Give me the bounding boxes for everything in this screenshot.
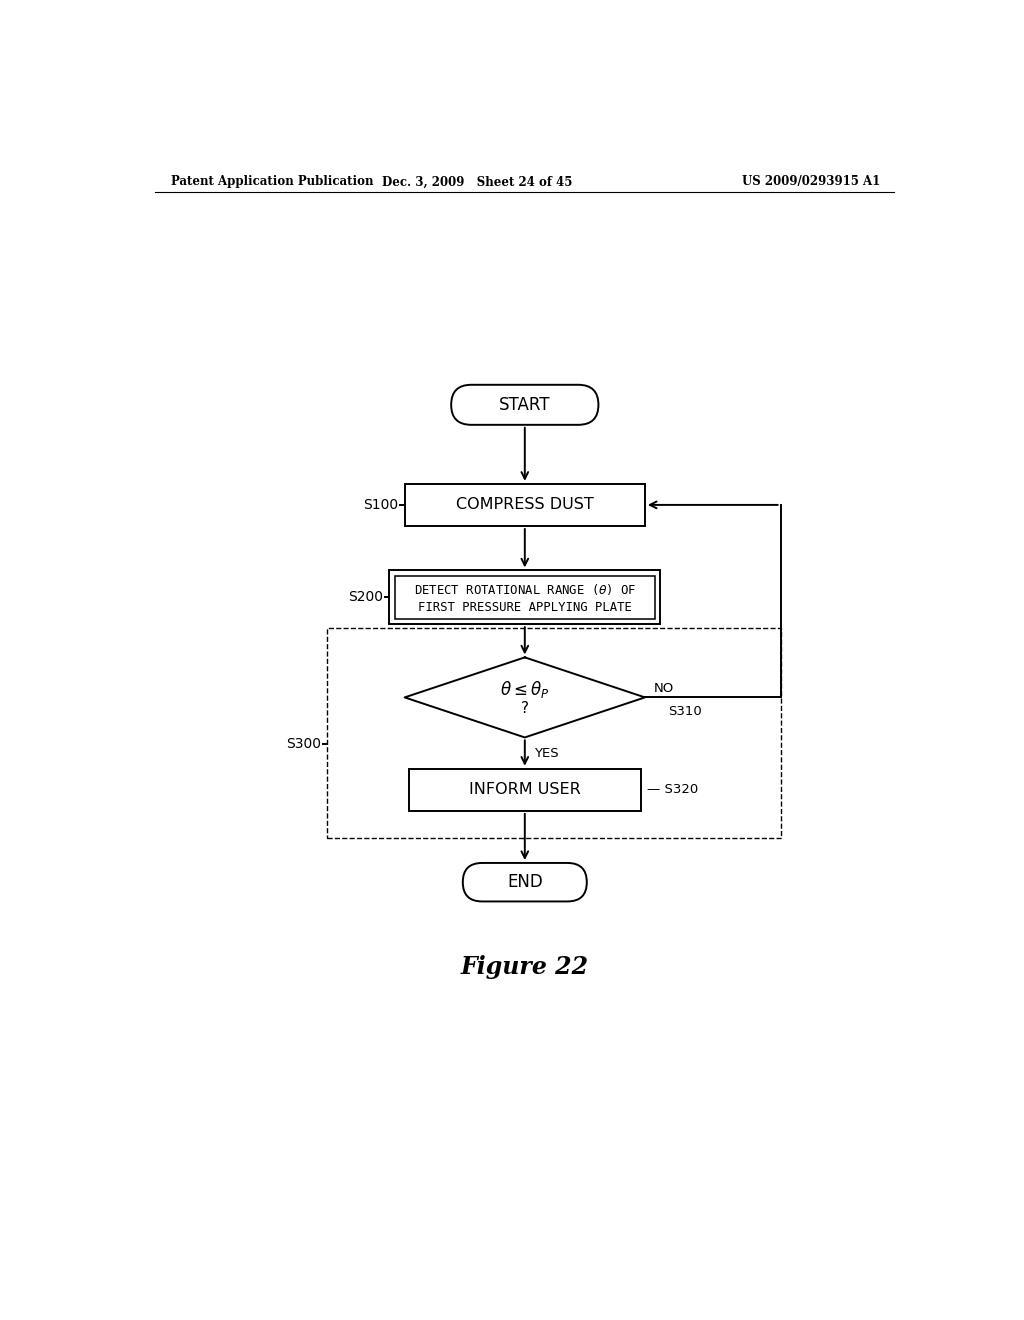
- Ellipse shape: [452, 385, 492, 425]
- Polygon shape: [404, 657, 645, 738]
- Text: YES: YES: [535, 747, 559, 759]
- Ellipse shape: [548, 863, 587, 902]
- Text: S100: S100: [364, 498, 398, 512]
- Bar: [404, 483, 645, 527]
- Text: DETECT ROTATIONAL RANGE ($\theta$) OF: DETECT ROTATIONAL RANGE ($\theta$) OF: [414, 582, 636, 597]
- Bar: [394, 576, 655, 619]
- Text: ?: ?: [521, 701, 528, 717]
- Text: FIRST PRESSURE APPLYING PLATE: FIRST PRESSURE APPLYING PLATE: [418, 601, 632, 614]
- FancyBboxPatch shape: [463, 863, 587, 902]
- Bar: [328, 628, 780, 838]
- Ellipse shape: [558, 385, 598, 425]
- Text: — S320: — S320: [647, 783, 698, 796]
- Text: INFORM USER: INFORM USER: [469, 783, 581, 797]
- Text: Figure 22: Figure 22: [461, 954, 589, 979]
- Text: $\theta \leq \theta_P$: $\theta \leq \theta_P$: [500, 680, 550, 700]
- FancyBboxPatch shape: [471, 385, 579, 425]
- FancyBboxPatch shape: [482, 863, 567, 902]
- Text: S200: S200: [348, 590, 383, 605]
- Text: US 2009/0293915 A1: US 2009/0293915 A1: [741, 176, 880, 189]
- FancyBboxPatch shape: [452, 385, 598, 425]
- Text: START: START: [499, 396, 551, 413]
- Text: END: END: [507, 874, 543, 891]
- Ellipse shape: [463, 863, 502, 902]
- Text: Patent Application Publication: Patent Application Publication: [171, 176, 373, 189]
- Bar: [389, 570, 660, 624]
- Text: S310: S310: [669, 705, 701, 718]
- Text: NO: NO: [654, 681, 675, 694]
- Bar: [409, 768, 641, 810]
- Text: S300: S300: [286, 737, 321, 751]
- Text: COMPRESS DUST: COMPRESS DUST: [456, 498, 594, 512]
- Text: Dec. 3, 2009   Sheet 24 of 45: Dec. 3, 2009 Sheet 24 of 45: [382, 176, 572, 189]
